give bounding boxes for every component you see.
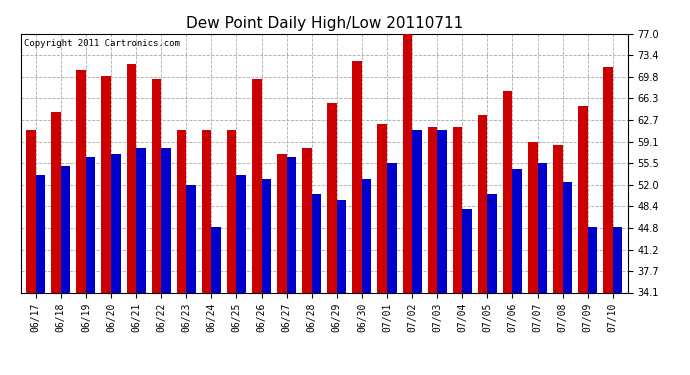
Bar <box>387 164 397 292</box>
Bar <box>353 61 362 292</box>
Bar <box>177 130 186 292</box>
Bar <box>503 91 513 292</box>
Bar <box>161 148 170 292</box>
Bar <box>136 148 146 292</box>
Bar <box>77 70 86 292</box>
Bar <box>513 170 522 292</box>
Bar <box>262 178 271 292</box>
Bar <box>237 176 246 292</box>
Bar <box>277 154 286 292</box>
Bar <box>327 103 337 292</box>
Bar <box>478 115 487 292</box>
Bar <box>312 194 322 292</box>
Bar <box>437 130 446 292</box>
Bar <box>613 227 622 292</box>
Bar <box>126 64 136 292</box>
Bar <box>227 130 237 292</box>
Bar <box>412 130 422 292</box>
Bar <box>202 130 211 292</box>
Bar <box>362 178 371 292</box>
Bar <box>453 127 462 292</box>
Bar <box>562 182 572 292</box>
Bar <box>51 112 61 292</box>
Bar <box>302 148 312 292</box>
Bar <box>61 166 70 292</box>
Bar <box>402 34 412 292</box>
Bar <box>337 200 346 292</box>
Bar <box>186 184 196 292</box>
Bar <box>553 146 562 292</box>
Bar <box>252 79 262 292</box>
Bar <box>36 176 46 292</box>
Bar <box>26 130 36 292</box>
Bar <box>528 142 538 292</box>
Title: Dew Point Daily High/Low 20110711: Dew Point Daily High/Low 20110711 <box>186 16 463 31</box>
Bar <box>603 67 613 292</box>
Bar <box>578 106 588 292</box>
Bar <box>211 227 221 292</box>
Bar <box>111 154 121 292</box>
Bar <box>487 194 497 292</box>
Bar <box>538 164 547 292</box>
Bar <box>86 158 95 292</box>
Bar <box>377 124 387 292</box>
Text: Copyright 2011 Cartronics.com: Copyright 2011 Cartronics.com <box>23 39 179 48</box>
Bar <box>462 209 472 292</box>
Bar <box>101 76 111 292</box>
Bar <box>588 227 598 292</box>
Bar <box>286 158 296 292</box>
Bar <box>152 79 161 292</box>
Bar <box>428 127 437 292</box>
